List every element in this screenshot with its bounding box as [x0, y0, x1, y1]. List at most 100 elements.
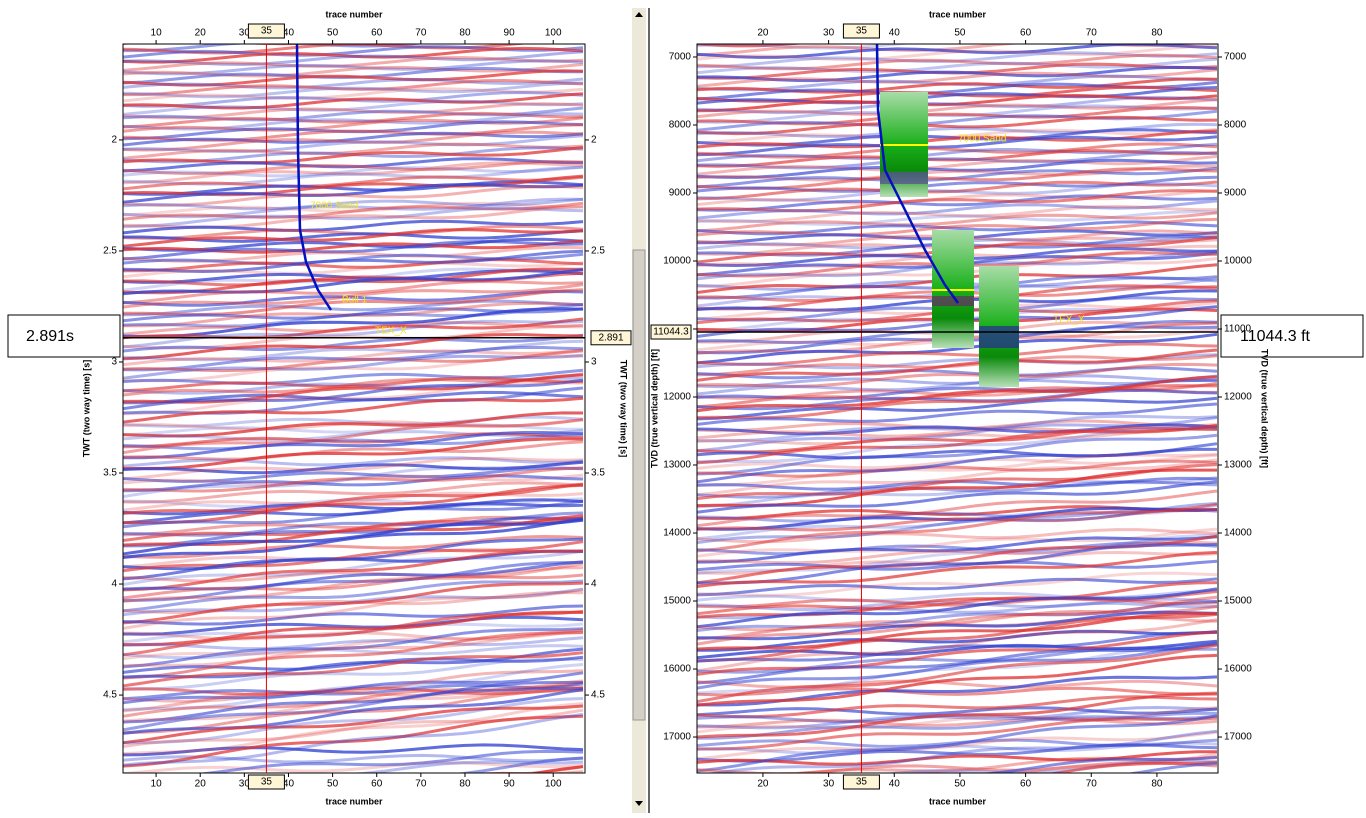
seismic-reflector: [123, 0, 583, 7]
y-tick-label: 16000: [663, 664, 691, 675]
log-band: [932, 296, 974, 306]
x-tick-label: 40: [889, 28, 901, 39]
x-tick-label: 20: [195, 28, 207, 39]
seismic-reflector: [196, 749, 584, 773]
x-tick-label: 80: [459, 779, 471, 790]
seismic-reflector: [697, 150, 1218, 170]
x-tick-label: 40: [283, 28, 295, 39]
seismic-reflector: [123, 157, 584, 173]
x-tick-label: 20: [195, 779, 207, 790]
seismic-reflector: [697, 362, 1218, 388]
seismic-reflector: [123, 268, 584, 296]
seismic-reflector: [697, 717, 1218, 729]
seismic-reflector: [697, 646, 1217, 674]
seismic-reflector: [123, 498, 584, 516]
seismic-reflector: [123, 175, 584, 191]
seismic-reflector: [123, 460, 584, 475]
seismic-reflector: [697, 423, 1218, 465]
seismic-reflector: [123, 549, 584, 586]
y-tick-label: 10000: [663, 256, 691, 267]
x-tick-label: 100: [545, 28, 562, 39]
seismic-reflector: [697, 528, 1218, 544]
seismic-reflector: [123, 69, 584, 87]
seismic-reflector: [123, 669, 584, 713]
seismic-reflector: [123, 46, 584, 64]
seismic-reflector: [123, 651, 584, 688]
y-tick-label: 16000: [1224, 664, 1252, 675]
scroll-down[interactable]: [635, 801, 643, 806]
seismic-reflector: [697, 332, 1218, 365]
seismic-reflector: [697, 489, 1218, 528]
seismic-texture: [123, 0, 584, 773]
x-tick-label: 20: [757, 779, 769, 790]
seismic-reflector: [697, 374, 1218, 389]
seismic-reflector: [123, 372, 584, 397]
x-tick-label: 50: [327, 779, 339, 790]
seismic-reflector: [697, 653, 1218, 707]
seismic-reflector: [697, 211, 1218, 233]
seismic-reflector: [123, 111, 584, 129]
seismic-reflector: [123, 77, 584, 90]
seismic-reflector: [123, 433, 584, 451]
seismic-reflector: [697, 402, 1218, 426]
callout: 2.891s: [26, 328, 74, 345]
seismic-reflector: [123, 142, 584, 160]
seismic-reflector: [123, 437, 584, 471]
x-tick-label: 70: [415, 779, 427, 790]
seismic-reflector: [697, 189, 1218, 213]
y-tick-label: 15000: [663, 596, 691, 607]
seismic-reflector: [123, 185, 584, 207]
seismic-reflector: [697, 220, 1218, 236]
seismic-reflector: [697, 53, 1218, 71]
seismic-reflector: [123, 537, 584, 581]
seismic-reflector: [697, 135, 1218, 157]
seismic-reflector: [697, 629, 1218, 652]
scroll-up[interactable]: [635, 12, 643, 17]
seismic-reflector: [453, 756, 584, 773]
seismic-reflector: [350, 760, 584, 773]
seismic-reflector: [697, 98, 1218, 119]
y-tick-label: 13000: [1224, 460, 1252, 471]
seismic-reflector: [697, 760, 1218, 773]
scroll-thumb[interactable]: [632, 249, 646, 721]
seismic-reflector: [123, 627, 584, 669]
seismic-reflector: [123, 354, 584, 383]
y-tick-label: 14000: [663, 528, 691, 539]
seismic-reflector: [123, 663, 584, 711]
seismic-reflector: [697, 44, 1092, 50]
seismic-reflector: [123, 628, 584, 661]
seismic-reflector: [697, 414, 1218, 443]
seismic-reflector: [123, 702, 584, 756]
x-tick-label: 40: [889, 779, 901, 790]
seismic-reflector: [123, 459, 584, 499]
seismic-reflector: [123, 180, 584, 196]
seismic-reflector: [697, 194, 1218, 212]
seismic-reflector: [1013, 752, 1218, 773]
seismic-reflector: [1048, 760, 1218, 773]
seismic-reflector: [123, 197, 584, 219]
seismic-reflector: [123, 373, 584, 404]
x-tick-label: 30: [823, 28, 835, 39]
seismic-reflector: [697, 643, 1218, 704]
cursor-box: [842, 774, 880, 790]
horizon-label: TEX_X: [1053, 315, 1085, 326]
seismic-reflector: [706, 729, 1218, 773]
seismic-reflector: [123, 78, 584, 97]
seismic-reflector: [123, 697, 584, 745]
x-tick-label: 10: [151, 779, 163, 790]
y-axis-title: TVD (true vertical depth) [ft]: [1260, 349, 1270, 468]
seismic-reflector: [697, 154, 1218, 176]
x-tick-label: 30: [823, 779, 835, 790]
seismic-reflector: [697, 442, 1218, 484]
horizon-label: 7000 Sand: [310, 201, 358, 212]
seismic-reflector: [123, 378, 584, 411]
seismic-reflector: [697, 217, 1218, 237]
seismic-reflector: [697, 750, 1217, 766]
y-tick-label: 3.5: [103, 468, 117, 479]
seismic-reflector: [697, 612, 1218, 663]
seismic-reflector: [697, 642, 1218, 690]
y-tick-label: 4: [591, 579, 597, 590]
y-tick-label: 10000: [1224, 256, 1252, 267]
